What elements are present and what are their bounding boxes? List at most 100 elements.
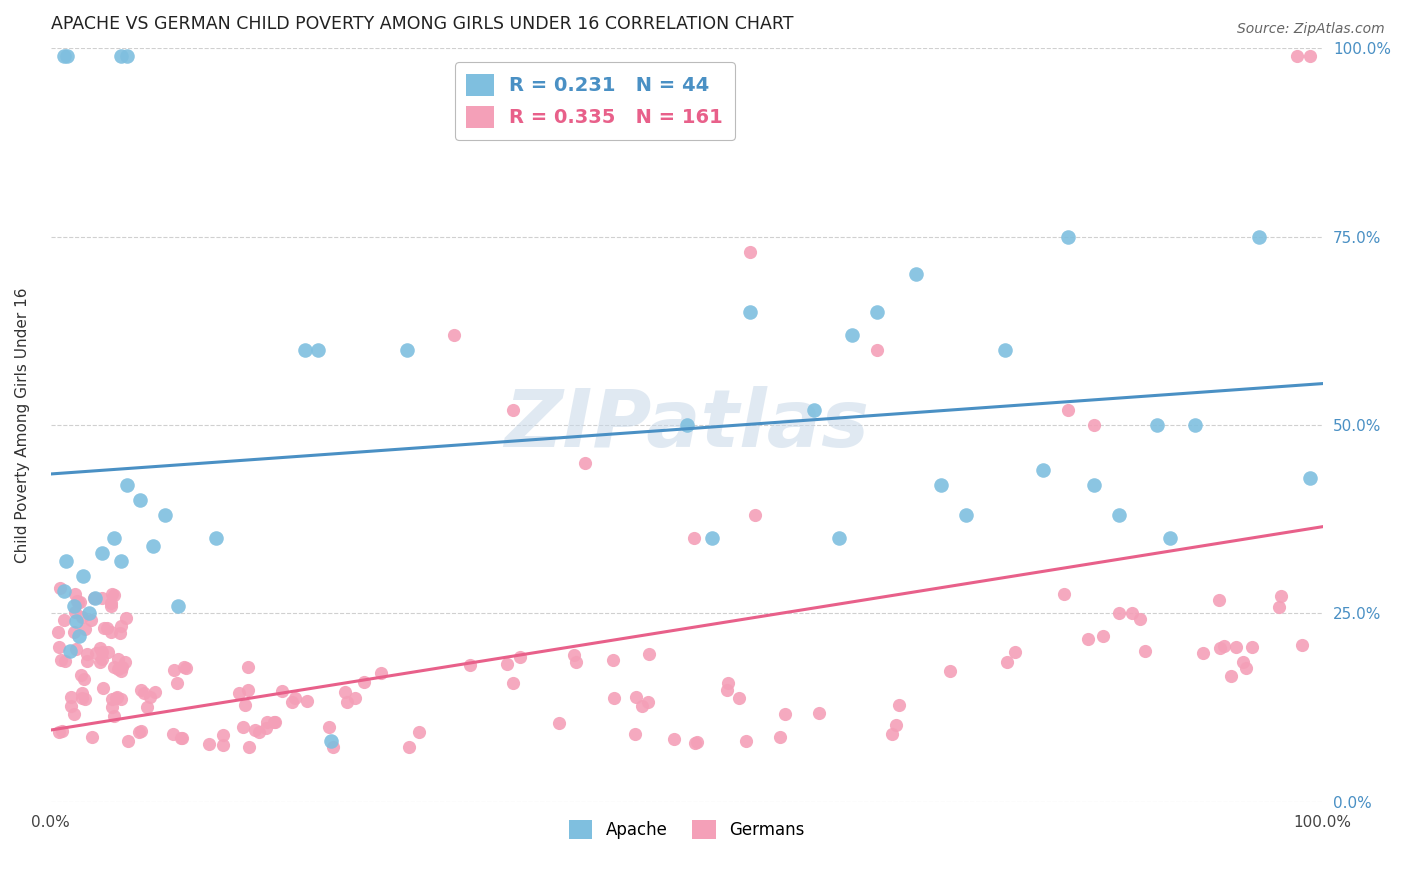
Germans [70,668,93,682]
Germans [631,699,654,714]
Germans [117,733,139,747]
Germans [139,690,162,705]
Germans [502,403,524,417]
Germans [1219,669,1241,683]
Germans [103,660,125,674]
Germans [603,691,626,706]
Germans [110,665,132,679]
Apache [77,607,100,621]
Germans [254,721,277,735]
Germans [89,640,111,655]
Germans [238,740,260,755]
Apache [90,546,112,560]
Germans [63,605,86,619]
Germans [80,730,103,744]
Germans [602,652,624,666]
Germans [136,700,159,714]
Germans [716,682,738,697]
Germans [128,724,150,739]
Germans [1133,644,1156,658]
Germans [297,694,319,708]
Germans [502,676,524,690]
Germans [1121,607,1143,621]
Germans [887,698,910,712]
Germans [114,656,136,670]
Germans [69,594,91,608]
Germans [686,735,709,749]
Germans [270,684,292,698]
Germans [232,720,254,734]
Apache [55,553,77,567]
Germans [48,640,70,655]
Germans [51,724,73,739]
Germans [233,698,256,712]
Germans [1291,638,1313,652]
Germans [91,645,114,659]
Apache [128,493,150,508]
Germans [370,666,392,681]
Germans [256,714,278,729]
Apache [994,343,1017,357]
Text: APACHE VS GERMAN CHILD POVERTY AMONG GIRLS UNDER 16 CORRELATION CHART: APACHE VS GERMAN CHILD POVERTY AMONG GIR… [51,15,793,33]
Germans [1299,49,1322,63]
Apache [84,591,107,606]
Apache [803,403,825,417]
Germans [1053,587,1076,601]
Germans [63,625,86,640]
Germans [1057,403,1080,417]
Germans [46,625,69,640]
Germans [236,683,259,698]
Apache [955,508,977,523]
Germans [1240,640,1263,655]
Y-axis label: Child Poverty Among Girls Under 16: Child Poverty Among Girls Under 16 [15,287,30,563]
Germans [72,686,94,700]
Text: ZIPatlas: ZIPatlas [505,386,869,464]
Germans [1234,661,1257,675]
Apache [828,531,851,545]
Germans [243,723,266,737]
Germans [443,327,465,342]
Germans [65,642,87,657]
Germans [105,691,128,706]
Germans [110,619,132,633]
Germans [509,650,531,665]
Germans [1232,655,1254,669]
Germans [1286,49,1309,63]
Germans [70,609,93,624]
Germans [96,621,118,635]
Germans [76,648,98,662]
Germans [162,727,184,741]
Germans [880,727,903,741]
Germans [70,690,93,705]
Germans [343,690,366,705]
Germans [100,625,122,640]
Germans [170,731,193,745]
Apache [866,305,889,319]
Germans [84,647,107,661]
Germans [1267,599,1289,614]
Apache [67,629,90,643]
Apache [319,734,342,748]
Germans [1270,589,1292,603]
Germans [63,706,86,721]
Apache [142,539,165,553]
Germans [90,651,112,665]
Apache [103,531,125,545]
Germans [769,730,792,744]
Apache [115,478,138,492]
Germans [174,661,197,675]
Germans [89,655,111,669]
Germans [93,621,115,635]
Germans [408,724,430,739]
Legend: Apache, Germans: Apache, Germans [562,814,811,846]
Germans [90,591,112,605]
Germans [884,717,907,731]
Germans [866,343,889,357]
Germans [626,690,648,704]
Apache [110,553,132,567]
Germans [284,690,307,705]
Apache [65,614,87,628]
Germans [1092,629,1115,643]
Germans [1083,417,1105,432]
Apache [1159,531,1181,545]
